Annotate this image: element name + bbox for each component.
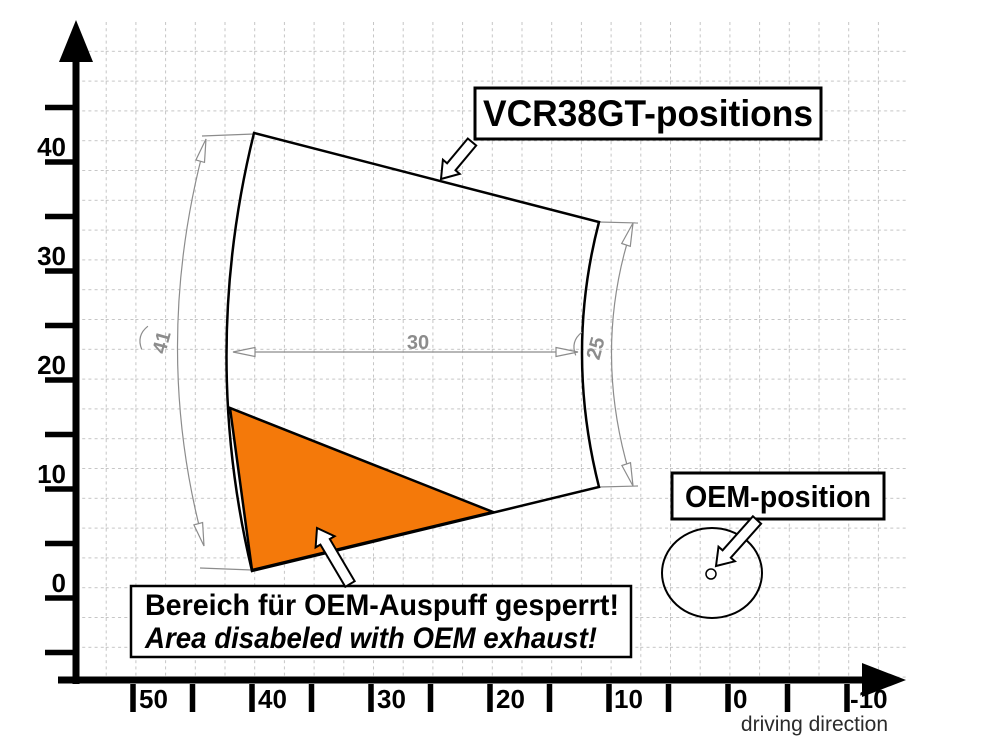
dimension-lines xyxy=(176,133,639,571)
right-arc-dimension-line xyxy=(610,223,634,486)
oem-position-circle xyxy=(661,527,763,619)
y-tick-label: 20 xyxy=(37,350,66,380)
y-axis-ticks xyxy=(45,104,73,656)
y-tick-label: 30 xyxy=(37,241,66,271)
y-tick-label: 0 xyxy=(52,568,66,598)
title-callout: VCR38GT-positions xyxy=(473,86,823,141)
title-box xyxy=(473,86,823,141)
x-tick-label: 40 xyxy=(258,684,287,714)
extension-line-top-right xyxy=(598,221,639,224)
title-arrow-icon xyxy=(439,137,478,181)
warning-callout: Bereich für OEM-Auspuff gesperrt! Area d… xyxy=(129,584,633,659)
right-dim-arrowhead-bottom xyxy=(621,461,634,487)
right-arc-dimension: 25 xyxy=(573,331,610,362)
extension-line-top-left xyxy=(201,133,255,137)
y-axis-arrow-icon xyxy=(59,20,93,62)
title-label: VCR38GT-positions xyxy=(483,93,813,134)
extension-line-bottom-left xyxy=(199,567,253,571)
x-tick-label: 0 xyxy=(733,684,747,714)
x-axis-ticks xyxy=(130,684,850,712)
warning-line-en: Area disabeled with OEM exhaust! xyxy=(144,622,597,655)
driving-direction-caption: driving direction xyxy=(741,713,888,736)
oem-arrow-icon xyxy=(714,514,763,568)
left-dim-arrowhead-bottom xyxy=(193,521,205,547)
x-tick-label: 20 xyxy=(496,684,525,714)
warning-arrow-icon xyxy=(314,526,357,589)
x-axis-arrow-icon xyxy=(862,663,906,697)
oem-callout: OEM-position xyxy=(670,471,886,521)
arc-length-symbol xyxy=(573,331,583,356)
middle-dimension-value: 30 xyxy=(407,332,429,354)
oem-box xyxy=(670,471,886,521)
vcr38gt-position-region xyxy=(225,131,601,573)
warning-line-de: Bereich für OEM-Auspuff gesperrt! xyxy=(145,589,619,622)
x-tick-label: 30 xyxy=(377,684,406,714)
right-dim-arrowhead-top xyxy=(620,222,634,248)
arc-length-symbol xyxy=(139,325,149,350)
oem-position-center-point xyxy=(705,568,717,580)
x-tick-label: 50 xyxy=(139,684,168,714)
x-tick-label: 10 xyxy=(614,684,643,714)
warning-box xyxy=(129,584,633,659)
x-axis-labels: 50 40 30 20 10 0 -10 xyxy=(139,684,888,714)
middle-dim-arrowhead-right xyxy=(555,346,579,358)
oem-label: OEM-position xyxy=(685,479,871,514)
left-arc-dimension-line xyxy=(176,139,207,546)
axes xyxy=(58,52,868,684)
callout-arrows xyxy=(314,137,763,589)
x-tick-label: -10 xyxy=(850,684,888,714)
extension-line-bottom-right xyxy=(598,485,639,488)
left-dim-arrowhead-top xyxy=(195,138,207,164)
y-tick-label: 40 xyxy=(37,132,66,162)
y-axis-labels: 40 30 20 10 0 xyxy=(37,132,66,598)
middle-dim-arrowhead-left xyxy=(232,346,256,358)
y-tick-label: 10 xyxy=(37,459,66,489)
